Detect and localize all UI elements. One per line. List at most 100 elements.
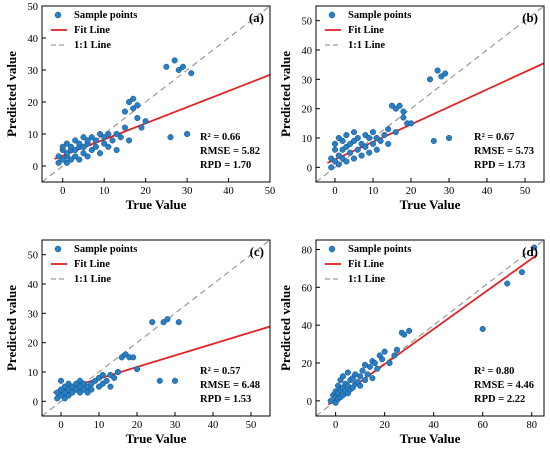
y-tick-label: 60 [302, 283, 313, 294]
sample-point [88, 134, 95, 141]
x-tick-label: 40 [428, 420, 439, 431]
sample-point [188, 70, 195, 77]
stat-rpd: RPD = 1.70 [200, 160, 251, 171]
sample-point [130, 354, 137, 361]
y-tick-label: 10 [302, 134, 313, 145]
legend-label-identity: 1:1 Line [74, 40, 111, 51]
sample-point [434, 67, 441, 74]
chart-panel-2: 0 10 20 30 40 50 0 10 20 30 40 50 True Value Predicte… [278, 5, 545, 212]
sample-point [381, 348, 388, 355]
chart-panel-1: 0 10 20 30 40 50 0 10 20 30 40 50 True Value Predicte… [4, 2, 275, 212]
y-tick-label: 0 [307, 397, 312, 408]
x-tick-label: 20 [140, 186, 151, 197]
sample-point [133, 366, 141, 373]
stat-r2: R² = 0.66 [200, 132, 240, 143]
sample-point [111, 374, 118, 381]
legend-label-points: Sample points [348, 10, 411, 21]
stat-rmse: RMSE = 5.82 [200, 146, 260, 157]
sample-point [84, 153, 91, 160]
x-axis-label: True Value [126, 431, 187, 446]
sample-point [113, 146, 120, 154]
sample-point [385, 140, 392, 147]
sample-point [156, 377, 163, 384]
panel-label: (b) [522, 10, 538, 25]
sample-point [59, 143, 66, 150]
chart-panel-4: 0 20 40 60 80 0 20 40 60 80 True Value Predicted va… [278, 239, 545, 446]
sample-point [121, 108, 128, 115]
sample-point [142, 118, 149, 125]
sample-point [114, 368, 122, 376]
sample-point [134, 114, 141, 122]
sample-point [175, 66, 182, 74]
sample-point [101, 140, 108, 147]
sample-point [350, 129, 358, 136]
x-tick-label: 50 [520, 186, 531, 197]
sample-point [130, 95, 137, 102]
panel-label: (c) [250, 244, 264, 259]
y-axis-label: Predicted value [278, 51, 293, 137]
sample-point [339, 373, 347, 380]
x-tick-label: 0 [60, 186, 65, 197]
sample-point [171, 57, 178, 64]
sample-point [426, 76, 434, 83]
sample-point [130, 105, 137, 112]
sample-point [179, 63, 186, 70]
stat-rmse: RMSE = 5.73 [474, 146, 534, 157]
sample-point [80, 143, 87, 150]
legend-label-fit: Fit Line [74, 259, 110, 270]
sample-point [63, 140, 70, 147]
sample-point [331, 146, 339, 153]
sample-point [88, 146, 95, 154]
x-tick-label: 40 [208, 420, 219, 431]
sample-point [344, 369, 351, 376]
y-axis-label: Predicted value [4, 51, 19, 137]
y-tick-label: 50 [28, 2, 39, 13]
panel-label: (a) [249, 10, 264, 25]
y-tick-label: 40 [302, 321, 313, 332]
stat-rmse: RMSE = 4.46 [474, 380, 534, 391]
x-tick-label: 0 [333, 420, 338, 431]
y-tick-label: 40 [28, 280, 39, 291]
sample-point [369, 140, 377, 147]
sample-point [149, 319, 156, 326]
plot-frame [41, 239, 271, 417]
sample-point [361, 376, 369, 384]
panel-label: (d) [522, 244, 538, 259]
sample-point [518, 269, 525, 276]
y-tick-label: 30 [28, 309, 39, 320]
sample-point [72, 153, 79, 160]
sample-point [105, 130, 112, 138]
legend-label-points: Sample points [348, 244, 411, 255]
sample-point [430, 137, 437, 144]
sample-point [96, 150, 104, 157]
legend-label-identity: 1:1 Line [74, 274, 111, 285]
sample-point [357, 373, 364, 380]
sample-point [504, 280, 511, 287]
sample-point [377, 137, 384, 144]
sample-point [107, 383, 114, 390]
plot-frame [41, 5, 271, 183]
legend-label-fit: Fit Line [348, 259, 384, 270]
sample-point [92, 137, 99, 144]
legend-label-fit: Fit Line [348, 25, 384, 36]
sample-point [354, 146, 361, 153]
sample-point [134, 102, 141, 109]
sample-point [105, 143, 112, 150]
identity-line [316, 240, 544, 416]
sample-point [72, 146, 79, 154]
sample-point [381, 132, 388, 139]
y-tick-label: 0 [33, 397, 38, 408]
sample-point [328, 164, 335, 171]
x-tick-label: 0 [332, 186, 337, 197]
x-tick-label: 30 [182, 186, 193, 197]
sample-point [92, 143, 99, 150]
sample-point [350, 155, 358, 162]
sample-point [393, 346, 400, 353]
sample-point [101, 134, 108, 141]
x-tick-label: 10 [368, 186, 379, 197]
sample-point [59, 156, 66, 163]
identity-line [42, 240, 270, 416]
sample-point [84, 137, 91, 144]
x-tick-label: 10 [99, 186, 110, 197]
